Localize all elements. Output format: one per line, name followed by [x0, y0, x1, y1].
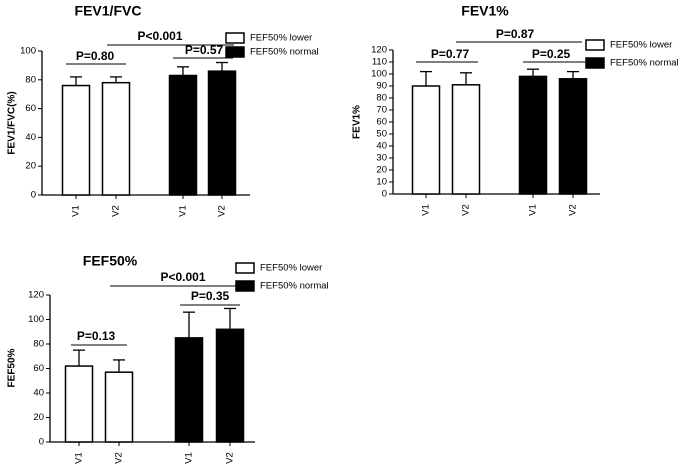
x-tick-label: V2 [217, 205, 228, 217]
annotation: P=0.25 [532, 47, 571, 61]
y-tick-label: 0 [31, 190, 36, 201]
legend-swatch [225, 46, 245, 58]
legend-label: FEF50% lower [250, 33, 312, 44]
y-tick-label: 20 [376, 165, 387, 176]
x-tick-label: V1 [71, 205, 82, 217]
y-tick-label: 60 [25, 103, 36, 114]
annotation: P=0.87 [496, 27, 535, 41]
y-tick-label: 80 [33, 339, 44, 350]
y-tick-label: 100 [20, 46, 36, 57]
y-axis-label: FEV1/FVC(%) [7, 91, 18, 154]
y-tick-label: 90 [376, 81, 387, 92]
y-axis-label: FEV1% [352, 105, 363, 139]
y-tick-label: 0 [39, 437, 44, 448]
bar [451, 84, 481, 195]
annotation: P<0.001 [160, 270, 205, 284]
y-tick-label: 120 [371, 45, 387, 56]
bar [207, 70, 237, 196]
y-tick-label: 110 [372, 57, 387, 68]
y-axis-label: FEF50% [7, 348, 18, 387]
y-tick-label: 80 [376, 93, 387, 104]
annotation: P=0.13 [77, 329, 116, 343]
legend-label: FEF50% normal [250, 47, 319, 58]
bar [558, 78, 588, 195]
chart-title: FEV1/FVC [75, 3, 142, 19]
bar [411, 85, 441, 195]
bar [518, 75, 548, 195]
annotation: P=0.57 [185, 43, 224, 57]
y-tick-label: 0 [382, 189, 387, 200]
legend-swatch [585, 57, 605, 69]
y-tick-label: 20 [33, 412, 44, 423]
y-tick-label: 10 [376, 177, 387, 188]
y-tick-label: 40 [33, 388, 44, 399]
y-tick-label: 40 [25, 132, 36, 143]
y-tick-label: 60 [376, 117, 387, 128]
bar [64, 365, 94, 443]
y-tick-label: 100 [28, 314, 44, 325]
bar [215, 328, 245, 443]
legend-swatch [225, 32, 245, 44]
y-tick-label: 100 [371, 69, 387, 80]
x-tick-label: V1 [528, 204, 539, 216]
x-tick-label: V1 [74, 452, 85, 464]
legend-label: FEF50% normal [260, 281, 329, 292]
bar [101, 81, 131, 196]
x-tick-label: V2 [225, 452, 236, 464]
legend-swatch [235, 262, 255, 274]
legend-label: FEF50% lower [260, 263, 322, 274]
chart-title: FEF50% [83, 253, 138, 269]
x-tick-label: V2 [461, 204, 472, 216]
y-tick-label: 20 [25, 161, 36, 172]
x-tick-label: V1 [421, 204, 432, 216]
bar [61, 84, 91, 196]
x-tick-label: V2 [568, 204, 579, 216]
y-tick-label: 120 [28, 290, 44, 301]
y-tick-label: 60 [33, 363, 44, 374]
annotation: P=0.77 [431, 47, 470, 61]
annotation: P<0.001 [137, 29, 182, 43]
bar [174, 337, 204, 443]
legend-swatch [585, 39, 605, 51]
legend-label: FEF50% lower [610, 40, 672, 51]
y-tick-label: 40 [376, 141, 387, 152]
chart-title: FEV1% [461, 3, 509, 19]
y-tick-label: 70 [376, 105, 387, 116]
x-tick-label: V1 [178, 205, 189, 217]
x-tick-label: V1 [184, 452, 195, 464]
annotation: P=0.80 [76, 49, 115, 63]
x-tick-label: V2 [114, 452, 125, 464]
annotation: P=0.35 [191, 289, 230, 303]
y-tick-label: 80 [25, 74, 36, 85]
x-tick-label: V2 [111, 205, 122, 217]
bar [168, 74, 198, 196]
bar [104, 371, 134, 443]
y-tick-label: 50 [376, 129, 387, 140]
legend-label: FEF50% normal [610, 58, 679, 69]
y-tick-label: 30 [376, 153, 387, 164]
